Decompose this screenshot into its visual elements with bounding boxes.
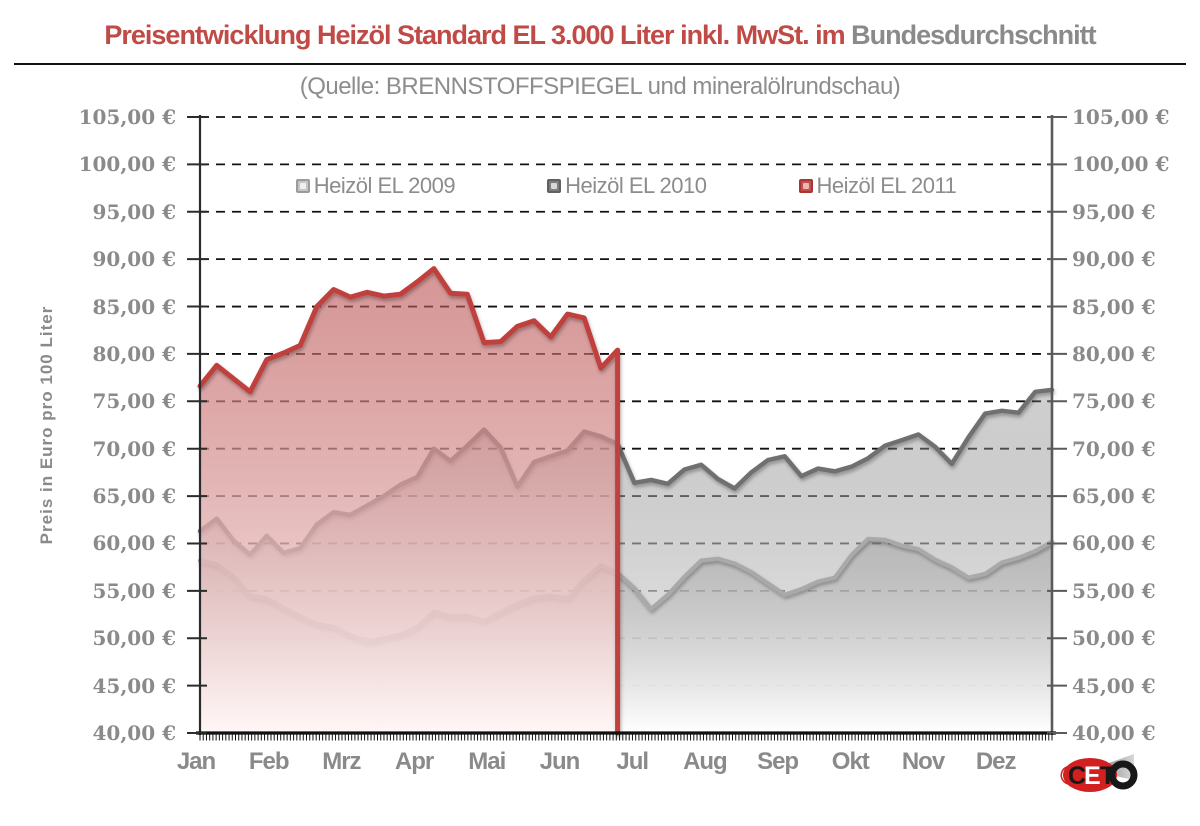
month-label: Feb bbox=[248, 748, 290, 775]
series-marker-2010-icon bbox=[547, 179, 562, 193]
chart-title-gray: Bundesdurchschnitt bbox=[851, 20, 1097, 50]
y-tick-label-left: 65,00 € bbox=[92, 484, 176, 509]
legend-label-2010: Heizöl EL 2010 bbox=[565, 173, 707, 198]
month-label: Jun bbox=[539, 748, 581, 775]
y-tick-label-left: 105,00 € bbox=[78, 105, 176, 129]
ceto-logo-icon: C E T bbox=[1063, 754, 1138, 792]
y-tick-label-right: 60,00 € bbox=[1072, 531, 1156, 556]
y-tick-label-left: 60,00 € bbox=[92, 531, 176, 556]
y-tick-label-right: 70,00 € bbox=[1072, 436, 1156, 461]
title-divider bbox=[14, 63, 1186, 65]
series-2011-line bbox=[197, 266, 621, 736]
y-tick-label-right: 40,00 € bbox=[1072, 721, 1156, 745]
y-tick-label-right: 50,00 € bbox=[1072, 626, 1156, 651]
y-tick-label-left: 85,00 € bbox=[92, 294, 176, 319]
y-tick-label-left: 45,00 € bbox=[92, 673, 176, 698]
y-tick-label-right: 65,00 € bbox=[1072, 484, 1156, 509]
svg-text:E: E bbox=[1084, 762, 1101, 790]
y-tick-label-right: 90,00 € bbox=[1072, 247, 1156, 272]
y-tick-label-left: 50,00 € bbox=[92, 626, 176, 651]
series-marker-2011-icon bbox=[798, 179, 813, 193]
y-tick-label-left: 100,00 € bbox=[78, 152, 176, 177]
month-label: Jul bbox=[616, 748, 649, 775]
y-tick-label-left: 80,00 € bbox=[92, 341, 176, 366]
svg-text:C: C bbox=[1068, 762, 1086, 790]
y-tick-label-right: 80,00 € bbox=[1072, 341, 1156, 366]
legend: Heizöl EL 2009 Heizöl EL 2010 Heizöl EL … bbox=[200, 173, 1052, 199]
chart-title: Preisentwicklung Heizöl Standard EL 3.00… bbox=[0, 20, 1200, 51]
y-tick-label-left: 40,00 € bbox=[92, 721, 176, 745]
month-label: Jan bbox=[176, 748, 216, 775]
month-label: Mrz bbox=[322, 748, 361, 775]
series-marker-2009-icon bbox=[295, 179, 310, 193]
legend-label-2011: Heizöl EL 2011 bbox=[816, 173, 957, 198]
series-2011-area bbox=[200, 268, 618, 733]
y-tick-label-left: 95,00 € bbox=[92, 199, 176, 224]
y-tick-label-left: 90,00 € bbox=[92, 247, 176, 272]
month-label: Okt bbox=[831, 748, 870, 775]
y-tick-label-left: 75,00 € bbox=[92, 389, 176, 414]
y-tick-label-right: 95,00 € bbox=[1072, 199, 1156, 224]
month-label: Apr bbox=[394, 748, 434, 775]
month-label: Nov bbox=[901, 748, 945, 775]
month-label: Mai bbox=[468, 748, 506, 775]
legend-item-2009: Heizöl EL 2009 bbox=[295, 173, 456, 199]
y-tick-label-right: 105,00 € bbox=[1072, 105, 1170, 129]
legend-label-2009: Heizöl EL 2009 bbox=[313, 173, 456, 198]
y-tick-label-left: 70,00 € bbox=[92, 436, 176, 461]
y-tick-label-right: 75,00 € bbox=[1072, 389, 1156, 414]
month-label: Sep bbox=[757, 748, 799, 775]
month-label: Aug bbox=[683, 748, 728, 775]
chart-title-red: Preisentwicklung Heizöl Standard EL 3.00… bbox=[104, 20, 845, 50]
y-tick-label-right: 85,00 € bbox=[1072, 294, 1156, 319]
legend-item-2011: Heizöl EL 2011 bbox=[798, 173, 957, 199]
y-tick-label-right: 100,00 € bbox=[1072, 152, 1170, 177]
month-label: Dez bbox=[975, 748, 1017, 775]
y-tick-label-left: 55,00 € bbox=[92, 578, 176, 603]
legend-item-2010: Heizöl EL 2010 bbox=[547, 173, 707, 199]
ceto-logo: © C E T bbox=[1060, 750, 1180, 802]
y-tick-label-right: 55,00 € bbox=[1072, 578, 1156, 603]
y-tick-label-right: 45,00 € bbox=[1072, 673, 1156, 698]
chart-subtitle: (Quelle: BRENNSTOFFSPIEGEL und mineralöl… bbox=[299, 73, 901, 100]
